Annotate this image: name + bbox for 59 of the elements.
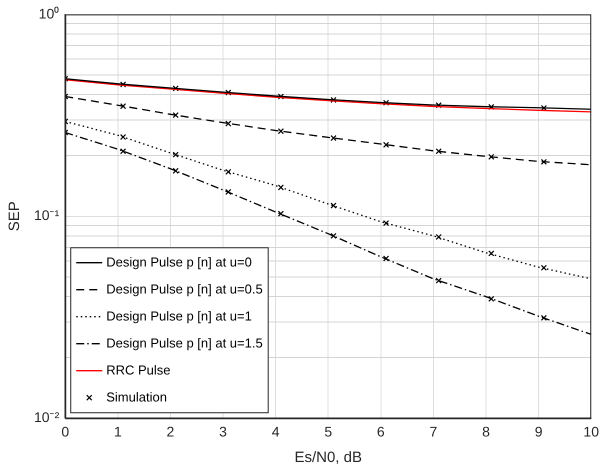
point — [120, 148, 126, 154]
x-tick-label: 5 — [324, 423, 332, 440]
legend-label: Design Pulse p [n] at u=0 — [106, 254, 252, 270]
point — [540, 264, 547, 271]
point — [540, 314, 547, 321]
x-tick-label: 8 — [482, 423, 490, 440]
legend-label: Design Pulse p [n] at u=0.5 — [106, 281, 263, 296]
x-tick-label: 6 — [376, 423, 385, 440]
point — [330, 232, 337, 239]
point — [330, 135, 337, 142]
point — [278, 128, 284, 134]
point — [120, 103, 126, 110]
point — [540, 158, 547, 165]
legend-label: Simulation — [106, 389, 167, 404]
x-tick-label: 4 — [272, 423, 280, 440]
point — [172, 112, 179, 118]
point — [225, 168, 232, 175]
x-tick-label: 0 — [61, 423, 70, 440]
point — [172, 152, 179, 158]
x-tick-label: 2 — [166, 423, 175, 440]
point — [225, 90, 232, 96]
point — [172, 168, 179, 174]
x-axis-title: Es/N0, dB — [294, 449, 362, 466]
legend-label: RRC Pulse — [106, 362, 171, 378]
y-axis-title: SEP — [6, 201, 24, 232]
point — [436, 234, 442, 240]
point — [383, 220, 390, 226]
y-tick-label: 10⁻² — [34, 409, 60, 426]
point — [330, 202, 337, 209]
point — [488, 104, 494, 110]
point — [278, 210, 284, 217]
point — [278, 93, 284, 100]
y-tick-label: 10⁰ — [38, 5, 60, 22]
legend-label: Design Pulse p [n] at u=1 — [106, 308, 252, 324]
point — [225, 188, 232, 196]
point — [383, 255, 390, 262]
legend-label: Design Pulse p [n] at u=1.5 — [106, 335, 263, 350]
point — [278, 184, 284, 190]
point — [120, 134, 126, 140]
point — [383, 100, 390, 106]
line-series — [65, 132, 592, 336]
point — [436, 148, 442, 154]
point — [488, 154, 494, 160]
point — [436, 278, 442, 284]
point — [120, 81, 126, 88]
y-tick-label: 10⁻¹ — [34, 207, 60, 224]
x-tick-label: 3 — [219, 423, 228, 440]
line-series — [65, 96, 592, 166]
point — [488, 296, 494, 302]
point — [488, 250, 494, 256]
point — [172, 85, 179, 92]
point — [225, 120, 232, 127]
point — [436, 102, 442, 108]
x-tick-label: 9 — [534, 423, 543, 440]
point — [330, 96, 337, 104]
point — [383, 142, 390, 148]
x-tick-label: 10 — [583, 423, 600, 440]
x-tick-label: 7 — [430, 423, 438, 440]
x-tick-label: 1 — [114, 423, 122, 440]
